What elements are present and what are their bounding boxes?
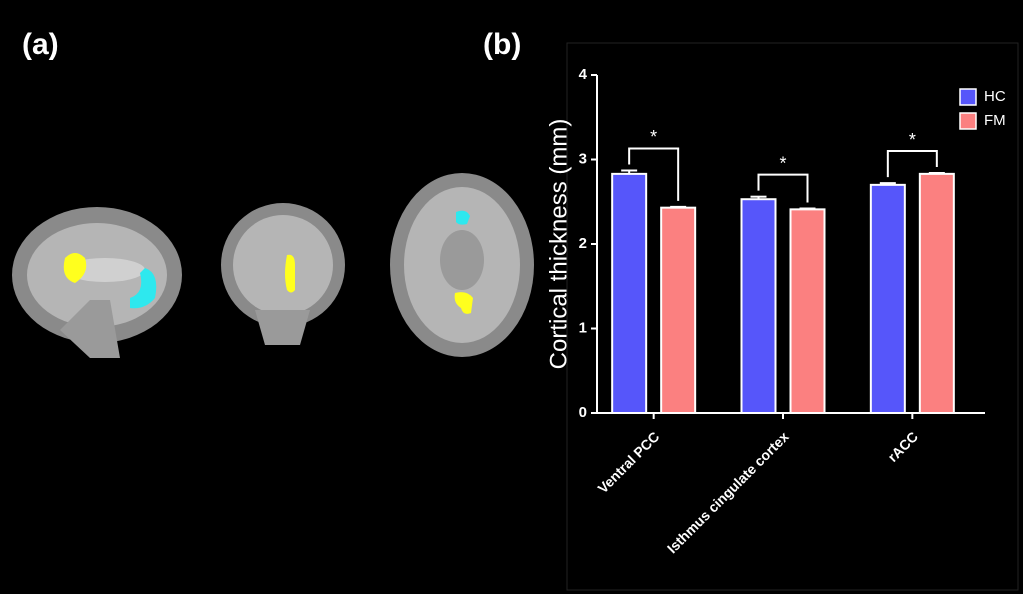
coronal-brain — [221, 203, 345, 345]
panel-label: (b) — [483, 28, 521, 61]
legend-label: FM — [984, 112, 1006, 129]
bar — [918, 172, 955, 414]
y-tick-label: 4 — [579, 66, 588, 83]
y-tick-label: 0 — [579, 404, 587, 421]
legend-swatch — [959, 112, 977, 130]
legend-swatch — [959, 88, 977, 106]
significance-label: * — [779, 153, 786, 173]
y-tick-label: 1 — [579, 319, 587, 336]
significance-label: * — [909, 130, 916, 150]
bar — [611, 172, 648, 414]
sagittal-brain — [12, 207, 182, 358]
significance-label: * — [650, 127, 657, 147]
panel-label: (a) — [22, 28, 59, 61]
y-axis-label: Cortical thickness (mm) — [545, 119, 572, 370]
bar — [660, 206, 697, 414]
significance-bracket — [886, 150, 938, 178]
axial-brain — [390, 173, 534, 357]
significance-bracket — [757, 173, 809, 203]
legend-label: HC — [984, 88, 1006, 105]
y-tick-label: 2 — [579, 235, 587, 252]
bar — [740, 198, 777, 414]
significance-bracket — [628, 147, 680, 201]
bar — [869, 183, 906, 414]
y-tick-label: 3 — [579, 150, 587, 167]
bar — [789, 208, 826, 414]
chart-frame — [566, 42, 1019, 591]
